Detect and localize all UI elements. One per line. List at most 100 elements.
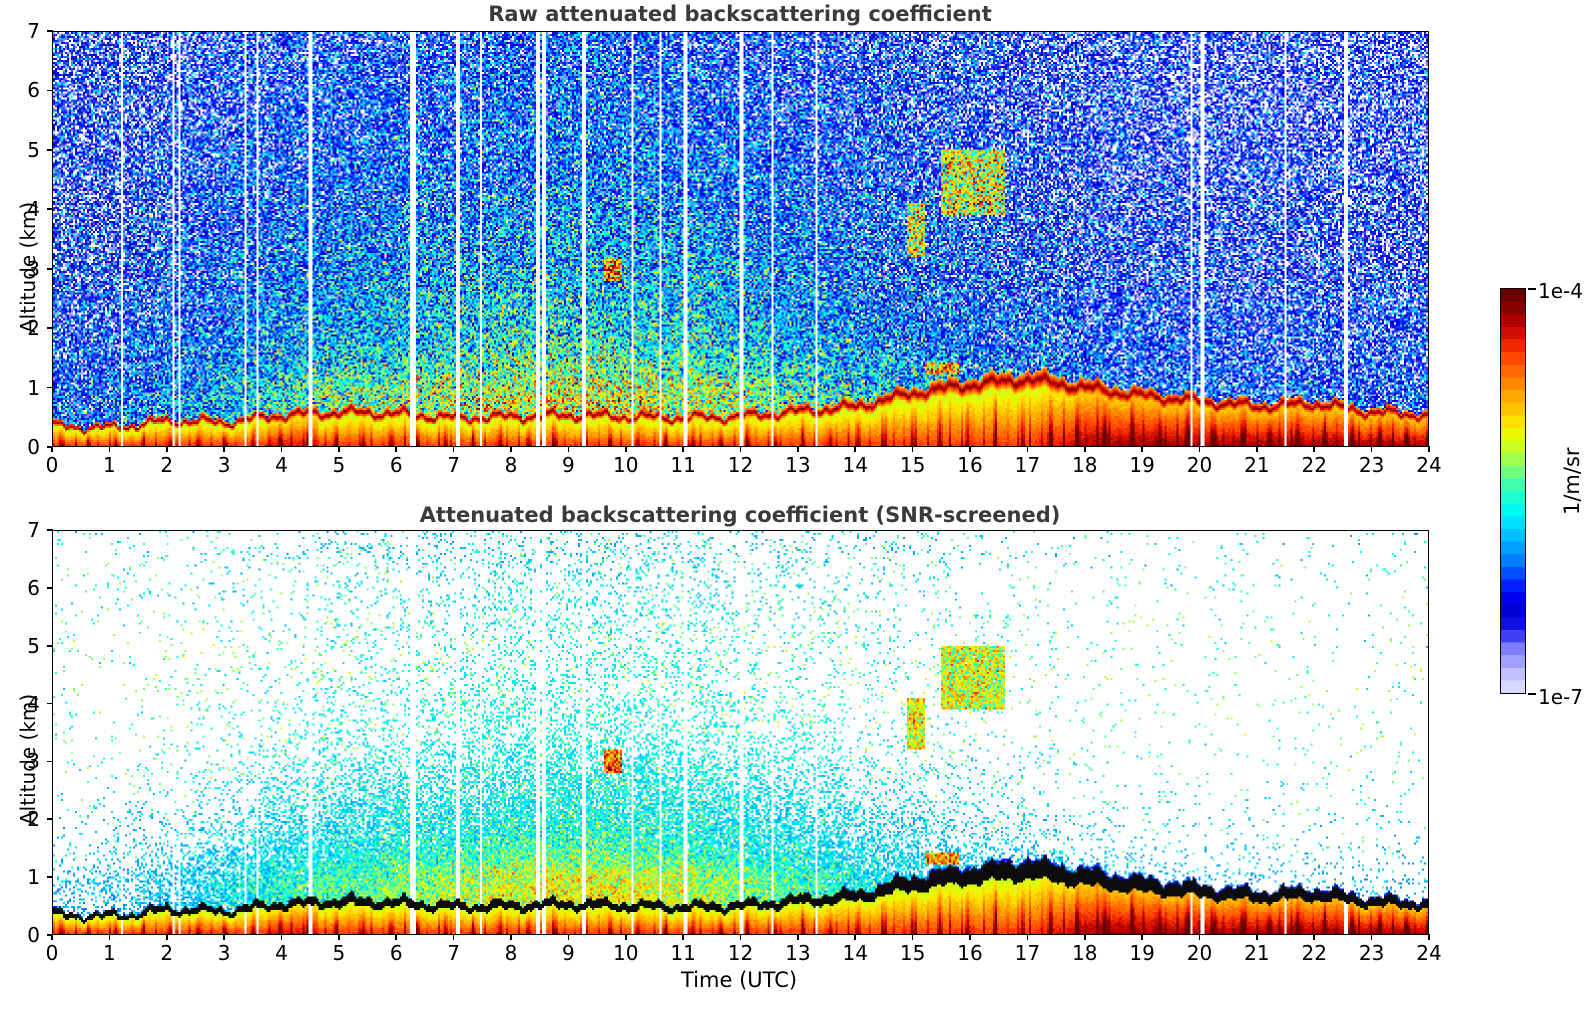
x-tick-bottom-10 (624, 934, 627, 940)
x-tick-label-bottom-19: 19 (1129, 941, 1155, 965)
y-tick-label-bottom-3: 3 (27, 749, 40, 774)
y-tick-top-5 (47, 149, 53, 151)
x-tick-top-21 (1256, 446, 1258, 452)
x-tick-label-top-8: 8 (504, 453, 518, 477)
x-tick-top-4 (280, 446, 283, 452)
x-tick-label-top-3: 3 (217, 453, 231, 477)
y-tick-label-bottom-5: 5 (27, 633, 40, 658)
x-tick-bottom-19 (1141, 934, 1143, 940)
x-tick-bottom-18 (1083, 934, 1086, 940)
heatmap-screened (53, 531, 1428, 934)
x-tick-bottom-11 (682, 934, 684, 940)
x-tick-label-top-23: 23 (1358, 453, 1385, 477)
y-tick-label-top-4: 4 (27, 197, 40, 222)
x-tick-top-10 (624, 446, 627, 452)
x-tick-bottom-4 (280, 934, 283, 940)
x-tick-label-top-18: 18 (1072, 453, 1098, 477)
y-tick-bottom-2 (47, 818, 53, 821)
y-tick-top-0 (47, 446, 53, 448)
y-tick-label-top-0: 0 (27, 435, 40, 459)
x-tick-label-top-10: 10 (613, 453, 639, 477)
y-tick-label-bottom-1: 1 (27, 865, 40, 890)
x-tick-label-top-17: 17 (1014, 453, 1041, 477)
y-tick-label-top-1: 1 (27, 375, 40, 400)
x-tick-label-bottom-7: 7 (447, 941, 460, 965)
x-tick-top-23 (1370, 446, 1373, 452)
x-tick-label-bottom-16: 16 (957, 941, 983, 965)
y-tick-top-4 (47, 208, 53, 211)
y-tick-bottom-0 (47, 934, 53, 936)
y-tick-bottom-6 (47, 587, 53, 589)
x-tick-bottom-9 (567, 934, 570, 940)
x-tick-label-top-7: 7 (447, 453, 460, 477)
x-tick-label-top-19: 19 (1129, 453, 1155, 477)
x-tick-label-bottom-18: 18 (1072, 941, 1098, 965)
x-tick-label-top-12: 12 (727, 453, 754, 477)
x-tick-top-18 (1083, 446, 1086, 452)
y-tick-bottom-3 (47, 760, 53, 763)
colorbar-max-label: 1e-4 (1538, 279, 1583, 303)
x-tick-top-2 (165, 446, 168, 452)
y-tick-top-2 (47, 327, 53, 329)
x-tick-top-11 (682, 446, 684, 452)
y-tick-label-top-3: 3 (27, 256, 40, 281)
x-tick-label-top-6: 6 (389, 453, 403, 477)
panel-title-raw: Raw attenuated backscattering coefficien… (488, 2, 992, 26)
y-tick-label-bottom-2: 2 (27, 807, 40, 832)
x-tick-label-top-1: 1 (103, 453, 116, 477)
x-tick-label-top-16: 16 (957, 453, 983, 477)
x-tick-bottom-1 (108, 934, 111, 940)
x-tick-label-top-15: 15 (899, 453, 926, 477)
x-tick-bottom-5 (338, 934, 340, 940)
x-tick-top-8 (510, 446, 512, 452)
y-tick-label-bottom-0: 0 (27, 923, 40, 947)
panel-title-screened: Attenuated backscattering coefficient (S… (419, 503, 1061, 527)
x-tick-top-9 (567, 446, 570, 452)
x-tick-label-top-2: 2 (160, 453, 174, 477)
x-tick-bottom-8 (510, 934, 512, 940)
colorbar-gradient (1500, 288, 1526, 694)
y-tick-top-1 (47, 386, 53, 389)
x-tick-bottom-20 (1198, 934, 1201, 940)
x-tick-label-top-4: 4 (275, 453, 288, 477)
x-tick-label-bottom-11: 11 (670, 941, 696, 965)
colorbar (1500, 288, 1526, 694)
x-tick-label-bottom-22: 22 (1301, 941, 1327, 965)
y-tick-label-top-7: 7 (27, 19, 40, 43)
x-tick-top-7 (452, 446, 455, 452)
x-tick-top-1 (108, 446, 111, 452)
x-tick-bottom-24 (1428, 934, 1430, 940)
x-tick-bottom-3 (223, 934, 225, 940)
x-tick-label-top-20: 20 (1186, 453, 1213, 477)
x-tick-top-16 (969, 446, 971, 452)
y-tick-top-6 (47, 89, 53, 92)
x-tick-top-14 (854, 446, 857, 452)
x-tick-label-bottom-10: 10 (613, 941, 639, 965)
x-tick-top-20 (1198, 446, 1201, 452)
x-tick-label-top-13: 13 (785, 453, 811, 477)
x-tick-label-bottom-5: 5 (332, 941, 346, 965)
x-tick-label-top-9: 9 (562, 453, 575, 477)
y-tick-label-bottom-4: 4 (27, 691, 40, 716)
y-tick-bottom-4 (47, 702, 53, 705)
x-tick-label-bottom-23: 23 (1358, 941, 1385, 965)
plot-area-raw (52, 31, 1429, 447)
colorbar-unit-label: 1/m/sr (1560, 447, 1584, 515)
x-tick-label-bottom-4: 4 (275, 941, 288, 965)
x-tick-bottom-22 (1313, 934, 1316, 940)
x-tick-label-top-0: 0 (45, 453, 59, 477)
y-tick-top-3 (47, 267, 53, 270)
x-tick-label-bottom-17: 17 (1014, 941, 1041, 965)
x-tick-bottom-15 (911, 934, 914, 940)
x-tick-label-top-11: 11 (670, 453, 696, 477)
y-tick-label-top-5: 5 (27, 137, 40, 162)
y-tick-bottom-7 (47, 529, 53, 531)
y-tick-top-7 (47, 30, 53, 32)
x-tick-top-0 (51, 446, 53, 452)
x-tick-bottom-13 (797, 934, 799, 940)
x-tick-label-bottom-6: 6 (389, 941, 403, 965)
x-tick-bottom-14 (854, 934, 857, 940)
x-tick-bottom-16 (969, 934, 971, 940)
x-tick-label-bottom-13: 13 (785, 941, 811, 965)
